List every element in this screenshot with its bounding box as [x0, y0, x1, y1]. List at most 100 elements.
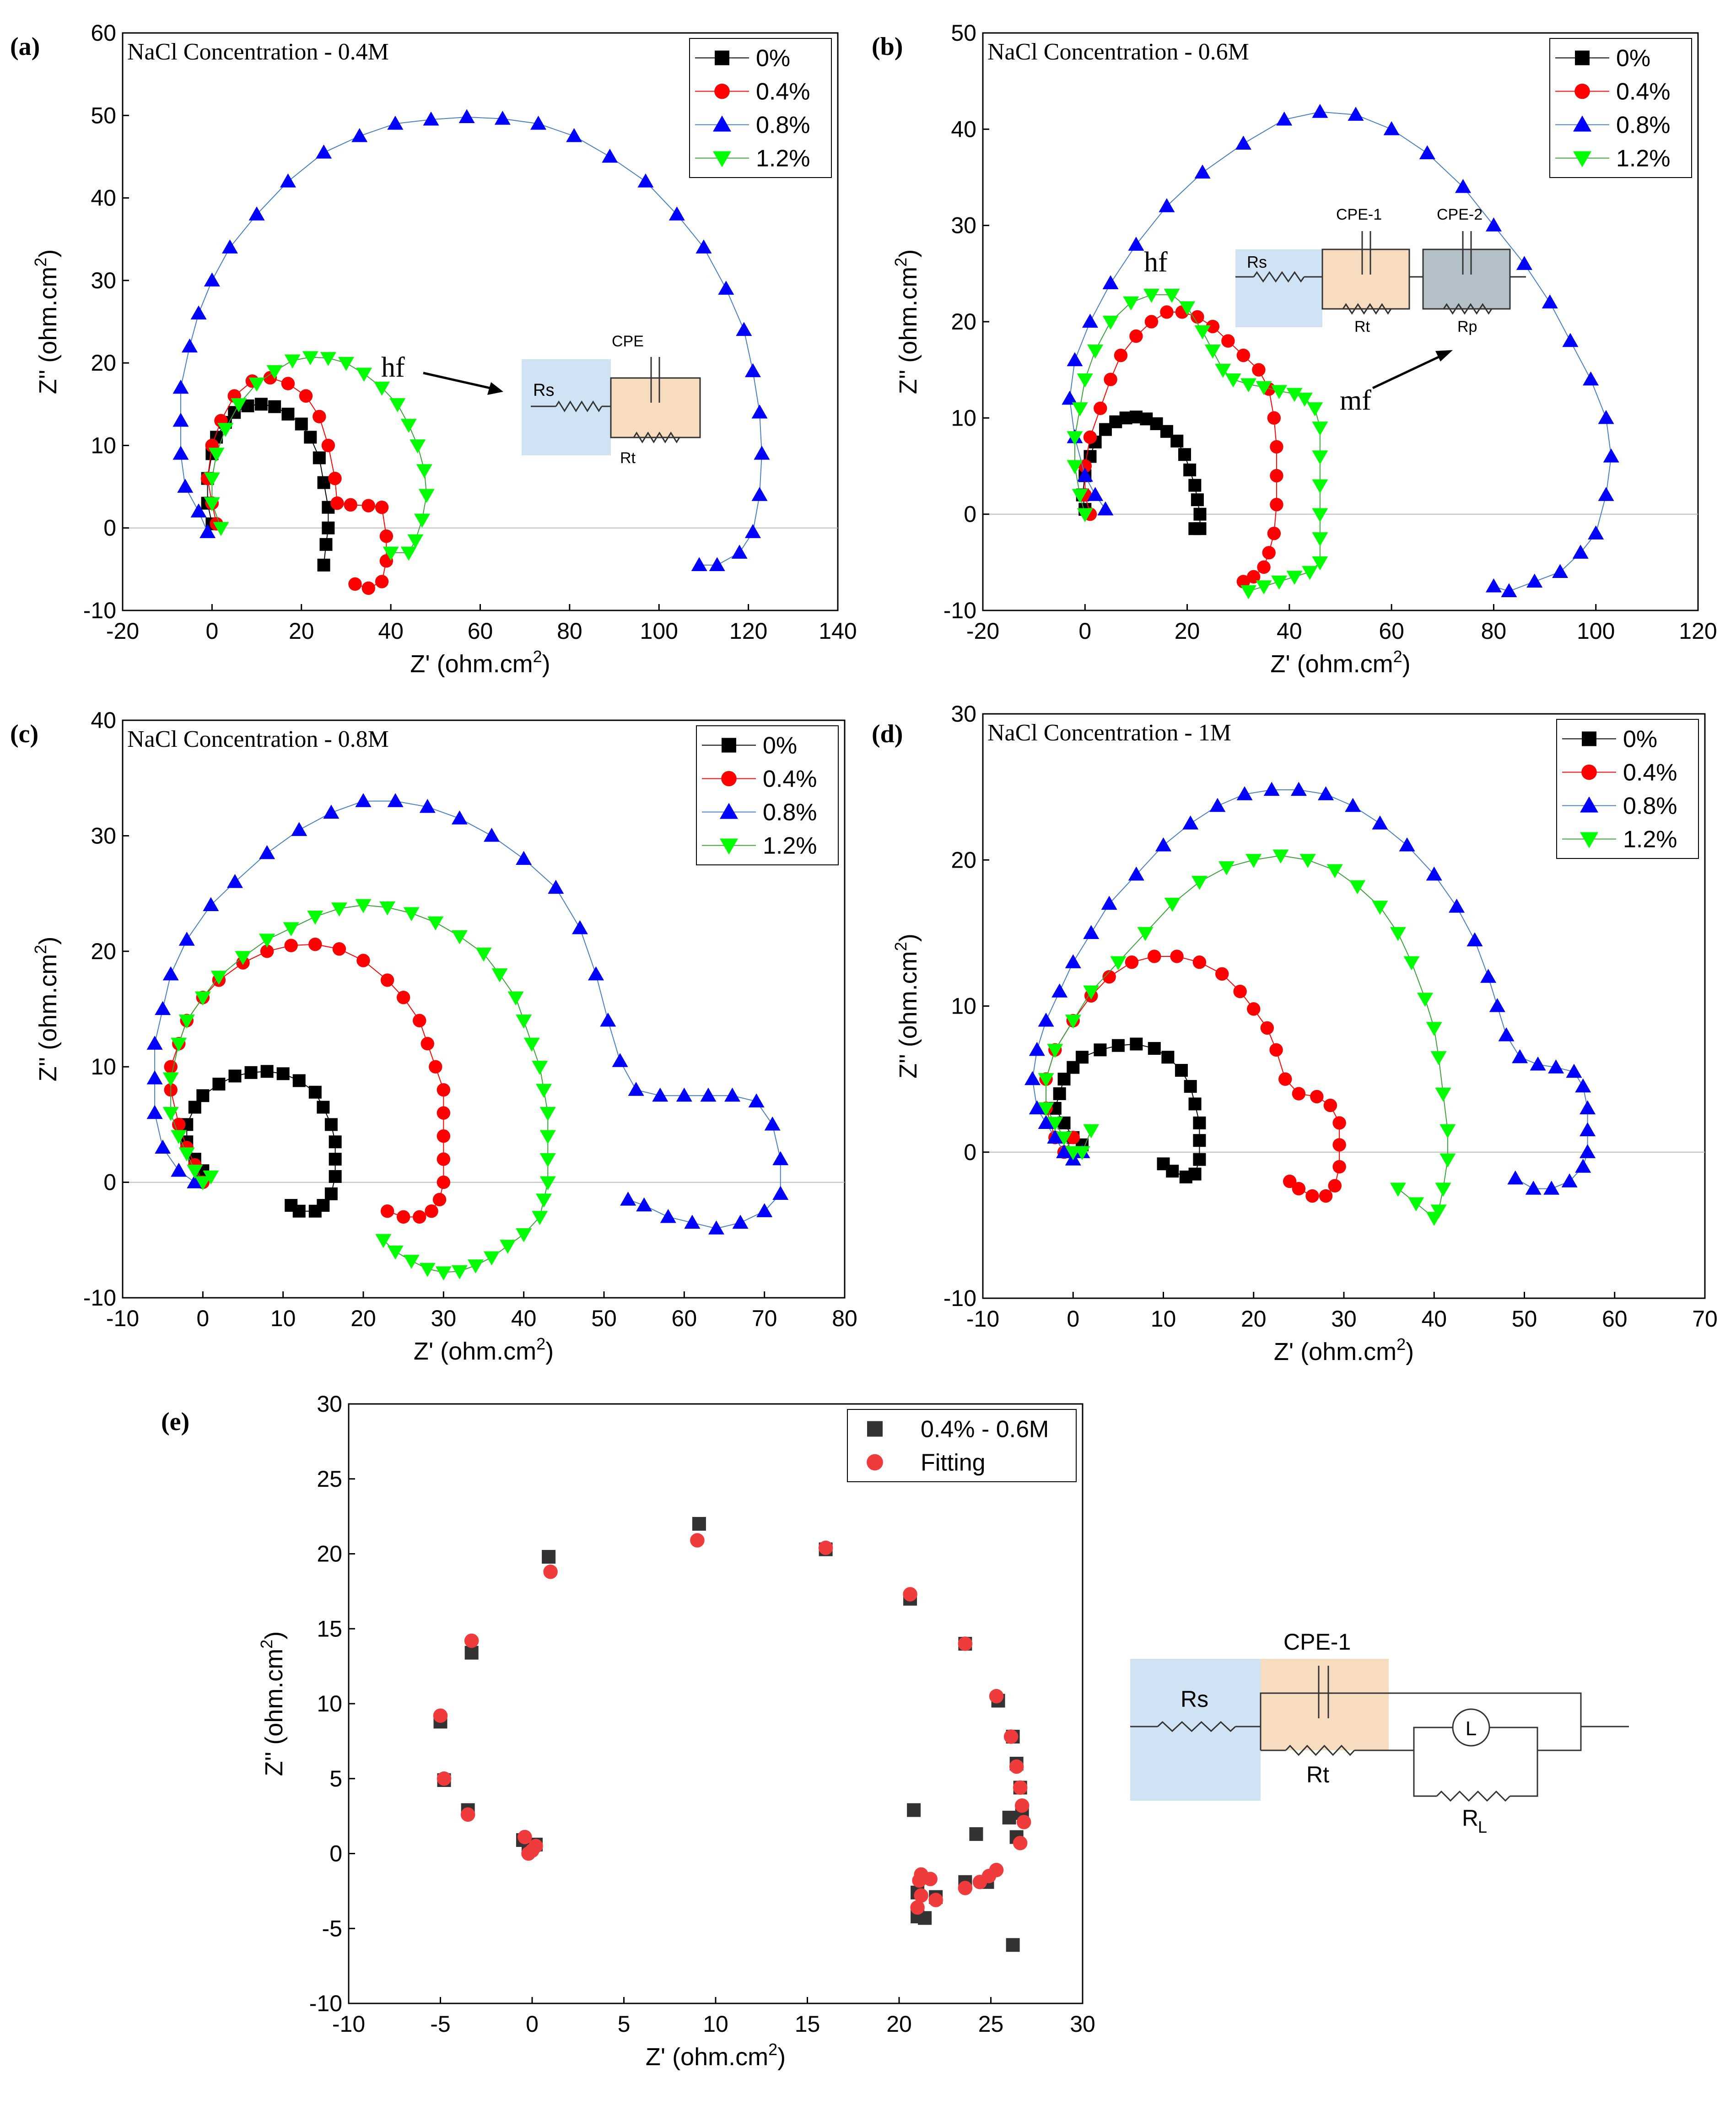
data-point	[178, 932, 195, 946]
data-point	[317, 476, 330, 489]
panel-label: (e)	[161, 1408, 189, 1436]
data-point	[1403, 956, 1420, 971]
data-point	[1083, 430, 1097, 444]
data-point	[1065, 1146, 1081, 1160]
data-point	[691, 557, 707, 571]
series-Fitting	[433, 1533, 1031, 1915]
data-point	[400, 419, 417, 433]
data-point	[530, 115, 546, 130]
data-point	[1013, 1780, 1028, 1795]
data-point	[536, 1084, 552, 1098]
plot-frame	[348, 1403, 1084, 2004]
data-point	[744, 363, 761, 378]
x-tick-label: 30	[1331, 1306, 1357, 1332]
y-tick-label: 25	[317, 1466, 342, 1492]
data-point	[467, 1259, 484, 1274]
series-0.4% - 0.6M	[433, 1517, 1029, 1952]
data-point	[516, 1015, 532, 1029]
data-point	[1312, 479, 1328, 494]
data-point	[379, 529, 394, 543]
data-point	[1077, 468, 1093, 482]
x-tick-label: 120	[1679, 618, 1717, 644]
legend-marker	[713, 151, 731, 167]
data-point	[684, 1214, 701, 1229]
data-point	[1129, 329, 1143, 343]
x-tick-label: 140	[819, 618, 857, 644]
legend-label: 0%	[1623, 726, 1657, 753]
y-tick-label: 15	[317, 1616, 342, 1641]
data-point	[435, 1266, 452, 1280]
data-point	[754, 445, 770, 460]
x-tick-label: 20	[886, 2011, 912, 2037]
data-point	[1583, 371, 1599, 386]
series-0.8%	[1062, 103, 1619, 598]
data-point	[600, 1012, 616, 1027]
data-point	[413, 1014, 426, 1027]
data-point	[1155, 837, 1171, 852]
y-tick-label: -10	[309, 1991, 342, 2016]
data-point	[637, 173, 654, 188]
arrow-head-icon	[1435, 350, 1453, 362]
legend-marker	[713, 115, 731, 132]
data-point	[1148, 950, 1161, 963]
data-point	[1426, 1022, 1442, 1036]
data-point	[1179, 301, 1196, 315]
data-point	[1419, 145, 1435, 160]
data-point	[1215, 967, 1229, 981]
data-point	[1240, 378, 1257, 393]
y-tick-label: 30	[951, 213, 976, 238]
x-tick-label: 80	[557, 618, 582, 644]
data-point	[1159, 198, 1175, 212]
series-0%	[180, 1065, 342, 1218]
data-point	[491, 968, 508, 982]
y-tick-label: 60	[91, 20, 116, 46]
series-line	[154, 800, 781, 1229]
x-tick-label: 70	[1692, 1306, 1718, 1332]
data-point	[1439, 1153, 1456, 1168]
legend-label: 0.4% - 0.6M	[921, 1416, 1049, 1443]
rt-resistor	[1285, 1744, 1355, 1756]
data-point	[628, 1082, 644, 1096]
data-point	[421, 1037, 434, 1051]
x-tick-label: 0	[1067, 1306, 1079, 1332]
data-point	[254, 398, 268, 411]
data-point	[280, 173, 296, 188]
legend-marker	[1580, 832, 1598, 848]
data-point	[292, 1074, 306, 1087]
data-point	[1102, 970, 1116, 984]
rl-label-subscript: L	[1478, 1818, 1487, 1836]
data-point	[414, 513, 431, 528]
data-point	[1144, 315, 1159, 329]
data-point	[1312, 508, 1328, 523]
panel-a: -20 0 20 40 60 80 100 120 140 -10 0 10 20 30 40 50 60 Z' …	[10, 20, 857, 678]
data-point	[1439, 1124, 1456, 1139]
data-point	[248, 206, 265, 221]
series-0%	[1048, 1037, 1206, 1184]
x-tick-label: 120	[729, 618, 767, 644]
data-point	[460, 1807, 475, 1822]
data-point	[313, 410, 326, 424]
data-point	[772, 1151, 789, 1166]
data-point	[475, 947, 492, 962]
data-point	[1292, 1182, 1306, 1196]
data-point	[1056, 1131, 1073, 1146]
data-point	[1292, 1087, 1306, 1101]
y-tick-label: -10	[943, 1285, 976, 1311]
data-point	[1047, 1129, 1063, 1144]
x-axis-label-superscript: 2	[1393, 647, 1402, 666]
rs-box	[1130, 1659, 1261, 1801]
data-point	[928, 1893, 943, 1907]
rp-label: Rp	[1457, 318, 1477, 335]
data-point	[1542, 294, 1558, 309]
data-point	[1247, 570, 1261, 584]
data-point	[416, 464, 432, 479]
data-point	[1221, 334, 1235, 348]
arrow-mf	[1372, 353, 1445, 389]
data-point	[1310, 1090, 1324, 1104]
data-point	[221, 239, 238, 254]
data-point	[172, 1117, 186, 1132]
panel-title: NaCl Concentration - 0.8M	[127, 726, 389, 752]
data-point	[1128, 237, 1144, 251]
data-point	[332, 942, 346, 956]
